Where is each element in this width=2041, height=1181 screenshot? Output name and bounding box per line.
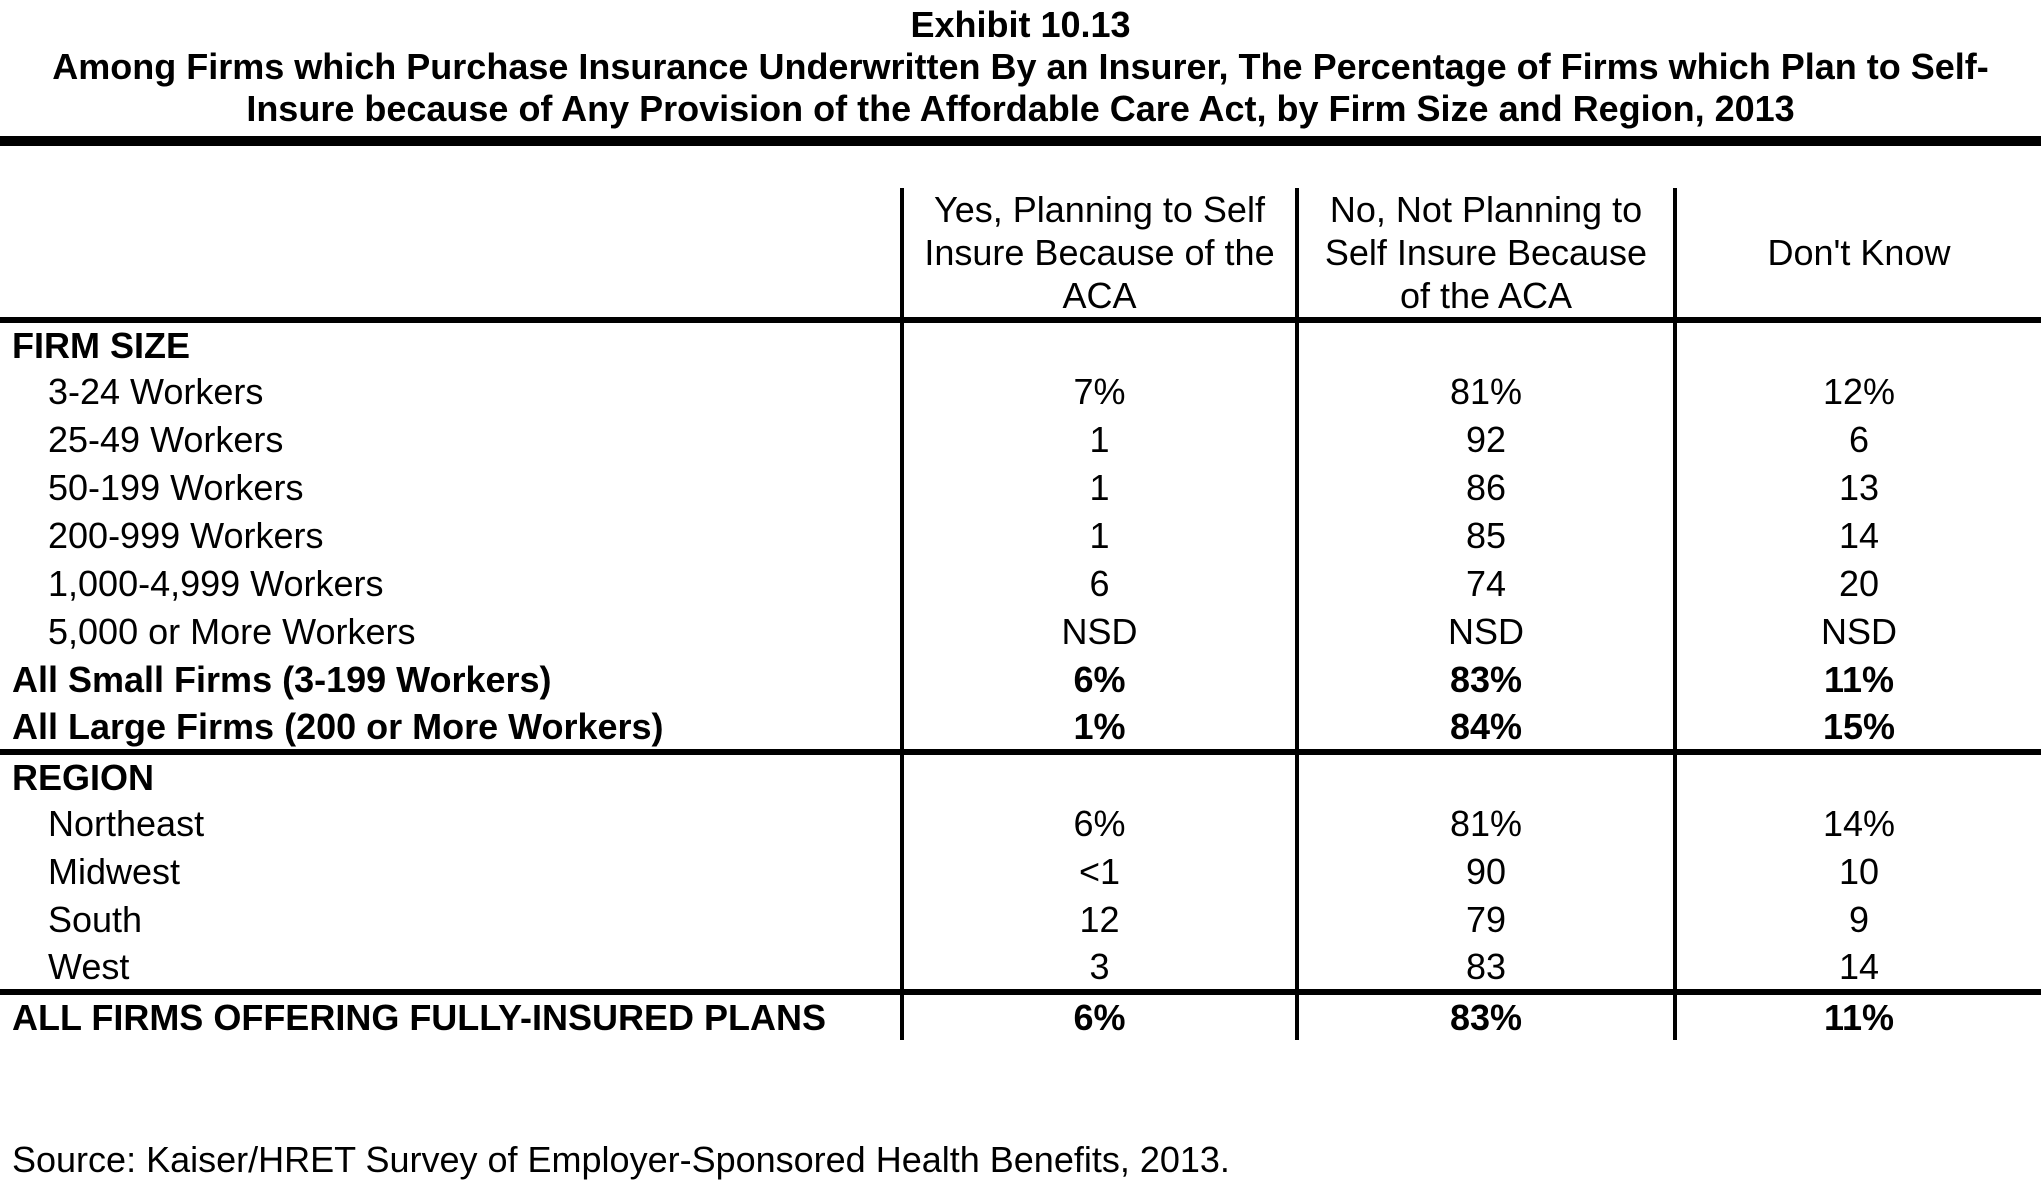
table-row: All Small Firms (3-199 Workers) 6% 83% 11%	[0, 656, 2041, 704]
cell-value	[1673, 320, 2041, 368]
cell-value: 83%	[1295, 992, 1675, 1040]
cell-value: <1	[900, 848, 1297, 896]
cell-value: 7%	[900, 368, 1297, 416]
row-label: Midwest	[48, 851, 181, 892]
cell-value: 11%	[1673, 992, 2041, 1040]
row-label: ALL FIRMS OFFERING FULLY-INSURED PLANS	[12, 996, 827, 1038]
header-cell-empty	[0, 188, 902, 323]
cell-value: 14	[1673, 944, 2041, 995]
row-label: 5,000 or More Workers	[48, 611, 416, 652]
cell-value: 10	[1673, 848, 2041, 896]
cell-value: 12	[900, 896, 1297, 944]
table-row: 25-49 Workers 1 92 6	[0, 416, 2041, 464]
exhibit-subtitle: Among Firms which Purchase Insurance Und…	[52, 46, 1989, 129]
table-row: West 3 83 14	[0, 944, 2041, 995]
header-row: Yes, Planning to Self Insure Because of …	[0, 188, 2041, 323]
row-label: REGION	[12, 756, 155, 798]
cell-value: 3	[900, 944, 1297, 995]
header-cell-yes-self-insure: Yes, Planning to Self Insure Because of …	[900, 188, 1297, 323]
cell-value: 14%	[1673, 800, 2041, 848]
cell-value: 85	[1295, 512, 1675, 560]
cell-value: 84%	[1295, 704, 1675, 755]
cell-value: 6%	[900, 656, 1297, 704]
row-label: 3-24 Workers	[48, 371, 264, 412]
cell-value: 81%	[1295, 800, 1675, 848]
exhibit-table: Yes, Planning to Self Insure Because of …	[0, 188, 2041, 1040]
title-block: Exhibit 10.13 Among Firms which Purchase…	[0, 0, 2041, 130]
table-row: All Large Firms (200 or More Workers) 1% 8…	[0, 704, 2041, 755]
table-row: FIRM SIZE	[0, 320, 2041, 368]
table-row: ALL FIRMS OFFERING FULLY-INSURED PLANS 6%…	[0, 992, 2041, 1040]
title-rule	[0, 136, 2041, 146]
cell-value: 74	[1295, 560, 1675, 608]
cell-value: NSD	[1295, 608, 1675, 656]
table-row: 1,000-4,999 Workers 6 74 20	[0, 560, 2041, 608]
source-note: Source: Kaiser/HRET Survey of Employer-S…	[12, 1139, 1230, 1180]
table-row: South 12 79 9	[0, 896, 2041, 944]
row-label: 1,000-4,999 Workers	[48, 563, 384, 604]
cell-value: 90	[1295, 848, 1675, 896]
row-label: 50-199 Workers	[48, 467, 304, 508]
cell-value: 11%	[1673, 656, 2041, 704]
cell-value	[1295, 752, 1675, 800]
table-body: FIRM SIZE 3-24 Workers 7% 81% 12% 25-49 Worke…	[0, 320, 2041, 1040]
cell-value: 1	[900, 512, 1297, 560]
cell-value	[900, 320, 1297, 368]
cell-value: NSD	[900, 608, 1297, 656]
table-row: Northeast 6% 81% 14%	[0, 800, 2041, 848]
cell-value: 1	[900, 416, 1297, 464]
cell-value: 6%	[900, 992, 1297, 1040]
cell-value: 81%	[1295, 368, 1675, 416]
table-row: 200-999 Workers 1 85 14	[0, 512, 2041, 560]
cell-value: 92	[1295, 416, 1675, 464]
row-label: Northeast	[48, 803, 205, 844]
row-label: West	[0, 944, 902, 995]
cell-value	[900, 752, 1297, 800]
cell-value: 9	[1673, 896, 2041, 944]
row-label: FIRM SIZE	[12, 324, 190, 366]
cell-value: 6	[900, 560, 1297, 608]
cell-value: 15%	[1673, 704, 2041, 755]
cell-value: 12%	[1673, 368, 2041, 416]
cell-value: 14	[1673, 512, 2041, 560]
row-label: All Small Firms (3-199 Workers)	[12, 659, 552, 700]
cell-value: 6%	[900, 800, 1297, 848]
table-row: 5,000 or More Workers NSD NSD NSD	[0, 608, 2041, 656]
cell-value: 13	[1673, 464, 2041, 512]
cell-value: 79	[1295, 896, 1675, 944]
cell-value	[1673, 752, 2041, 800]
row-label: South	[48, 899, 143, 940]
table-row: REGION	[0, 752, 2041, 800]
cell-value: 86	[1295, 464, 1675, 512]
cell-value: 83	[1295, 944, 1675, 995]
table-row: Midwest <1 90 10	[0, 848, 2041, 896]
row-label: All Large Firms (200 or More Workers)	[0, 704, 902, 755]
cell-value	[1295, 320, 1675, 368]
row-label: 200-999 Workers	[48, 515, 324, 556]
cell-value: 6	[1673, 416, 2041, 464]
header-cell-dont-know: Don't Know	[1673, 188, 2041, 323]
cell-value: 83%	[1295, 656, 1675, 704]
row-label: 25-49 Workers	[48, 419, 284, 460]
cell-value: 1	[900, 464, 1297, 512]
table-row: 3-24 Workers 7% 81% 12%	[0, 368, 2041, 416]
cell-value: NSD	[1673, 608, 2041, 656]
cell-value: 20	[1673, 560, 2041, 608]
exhibit-number: Exhibit 10.13	[910, 4, 1131, 45]
header-cell-no-self-insure: No, Not Planning to Self Insure Because …	[1295, 188, 1675, 323]
table-row: 50-199 Workers 1 86 13	[0, 464, 2041, 512]
cell-value: 1%	[900, 704, 1297, 755]
